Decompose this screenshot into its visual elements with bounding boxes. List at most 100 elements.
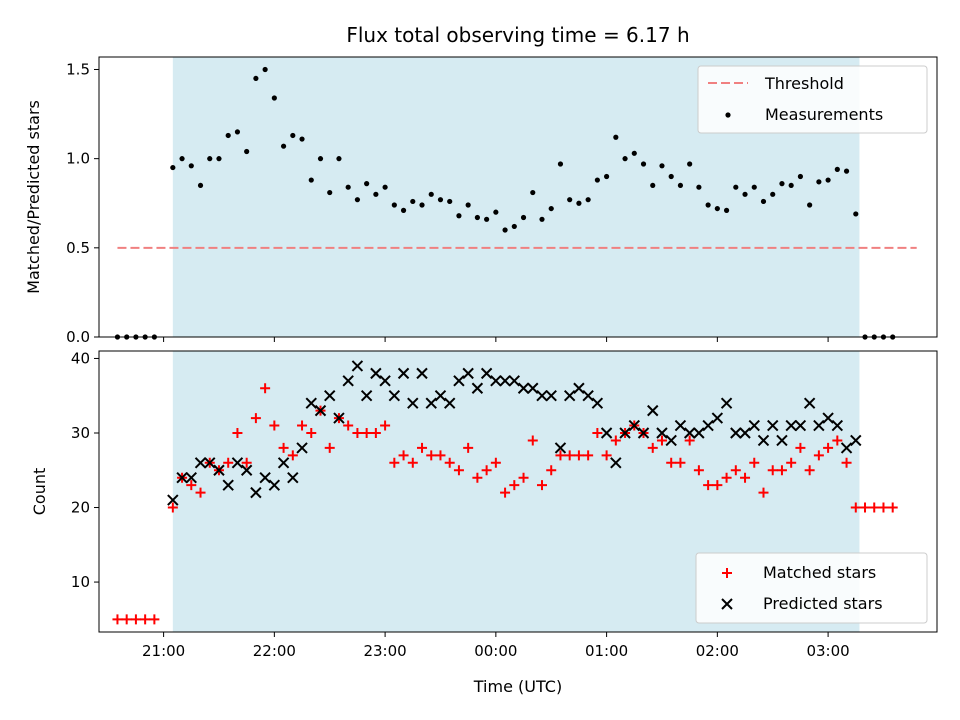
matched-star-point: [832, 435, 843, 446]
matched-star-point: [841, 457, 852, 468]
matched-star-point: [647, 442, 658, 453]
measurement-point: [705, 202, 711, 208]
legend-matched-label: Matched stars: [763, 563, 876, 582]
predicted-star-point: [407, 397, 419, 409]
matched-star-point: [860, 502, 871, 513]
measurement-point: [391, 202, 397, 208]
measurement-point: [197, 182, 204, 189]
matched-star-point: [250, 413, 261, 424]
measurement-point: [797, 173, 804, 180]
predicted-star-point: [508, 375, 521, 387]
predicted-star-point: [333, 412, 345, 424]
matched-star-point: [121, 614, 132, 625]
matched-star-point: [610, 435, 621, 446]
predicted-star-point: [573, 382, 585, 394]
matched-star-point: [546, 465, 557, 476]
matched-star-point: [776, 465, 787, 476]
matched-star-point: [481, 465, 492, 476]
measurement-point: [299, 136, 305, 142]
predicted-star-point: [204, 457, 216, 469]
matched-star-point: [435, 450, 446, 461]
predicted-star-point: [628, 419, 640, 432]
matched-star-point: [361, 427, 372, 438]
measurement-point: [640, 161, 647, 167]
predicted-star-point: [822, 412, 834, 424]
predicted-star-point: [665, 434, 677, 447]
measurement-point: [742, 191, 748, 197]
xtick-label: 22:00: [253, 642, 296, 660]
matched-star-point: [730, 465, 741, 476]
matched-star-point: [601, 450, 612, 461]
measurement-point: [308, 177, 314, 183]
legend-threshold-label: Threshold: [764, 74, 844, 93]
measurement-point: [613, 134, 619, 140]
predicted-star-point: [416, 367, 428, 380]
top-legend: Threshold Measurements: [697, 65, 928, 134]
measurement-point: [244, 148, 250, 155]
matched-star-point: [324, 442, 335, 453]
predicted-star-point: [831, 419, 844, 432]
legend-predicted-swatch: [721, 598, 733, 610]
top-panel: 0.0 0.5 1.0 1.5 Matched/Predicted stars Thr…: [24, 56, 938, 346]
matched-star-point: [813, 450, 824, 461]
measurement-point: [502, 227, 508, 233]
measurement-point: [539, 216, 545, 222]
predicted-star-point: [462, 367, 474, 380]
matched-star-point: [112, 614, 123, 625]
matched-star-point: [407, 457, 418, 468]
xtick-label: 21:00: [142, 642, 185, 660]
predicted-star-point: [185, 472, 197, 484]
measurement-point: [253, 75, 259, 82]
chart-title: Flux total observing time = 6.17 h: [346, 23, 689, 47]
matched-star-point: [297, 420, 308, 431]
predicted-star-point: [610, 457, 622, 469]
measurement-point: [530, 189, 536, 196]
predicted-star-point: [813, 419, 825, 432]
bottom-ytick-label: 10: [71, 573, 90, 591]
predicted-star-point: [656, 427, 668, 439]
matched-star-point: [426, 450, 437, 461]
matched-star-point: [453, 465, 464, 476]
xtick-label: 23:00: [363, 642, 406, 660]
measurement-point: [188, 163, 194, 169]
measurement-point: [447, 198, 453, 205]
matched-star-point: [149, 614, 160, 625]
predicted-star-point: [776, 434, 788, 447]
bottom-ytick-label: 40: [71, 349, 90, 367]
predicted-star-point: [850, 434, 862, 447]
matched-star-point: [887, 502, 898, 513]
matched-star-point: [823, 442, 834, 453]
measurement-point: [262, 66, 268, 73]
measurement-point: [714, 205, 720, 212]
measurement-point: [179, 156, 185, 162]
top-ytick-label: 1.5: [66, 60, 90, 78]
predicted-star-point: [194, 457, 207, 469]
matched-star-point: [850, 502, 861, 513]
measurement-point: [465, 202, 471, 208]
predicted-star-point: [443, 397, 456, 409]
matched-star-point: [490, 457, 501, 468]
top-y-axis-label: Matched/Predicted stars: [24, 100, 43, 294]
measurement-point: [779, 181, 785, 187]
predicted-star-point: [425, 397, 437, 409]
matched-star-point: [786, 457, 797, 468]
legend-measurements-label: Measurements: [765, 105, 883, 124]
measurement-point: [271, 95, 277, 101]
predicted-star-point: [730, 427, 742, 439]
measurement-point: [567, 197, 573, 203]
measurement-point: [354, 197, 361, 203]
measurement-point: [225, 132, 231, 139]
matched-star-point: [398, 450, 409, 461]
predicted-star-point: [471, 382, 484, 394]
predicted-star-point: [296, 442, 308, 454]
matched-star-point: [287, 450, 298, 461]
measurement-point: [751, 184, 757, 190]
predicted-star-point: [720, 397, 733, 409]
matched-star-point: [370, 427, 381, 438]
matched-star-point: [767, 465, 778, 476]
matched-star-point: [573, 450, 584, 461]
predicted-star-point: [499, 375, 511, 387]
measurement-point: [511, 223, 517, 230]
matched-star-point: [130, 614, 141, 625]
measurement-point: [677, 182, 684, 189]
